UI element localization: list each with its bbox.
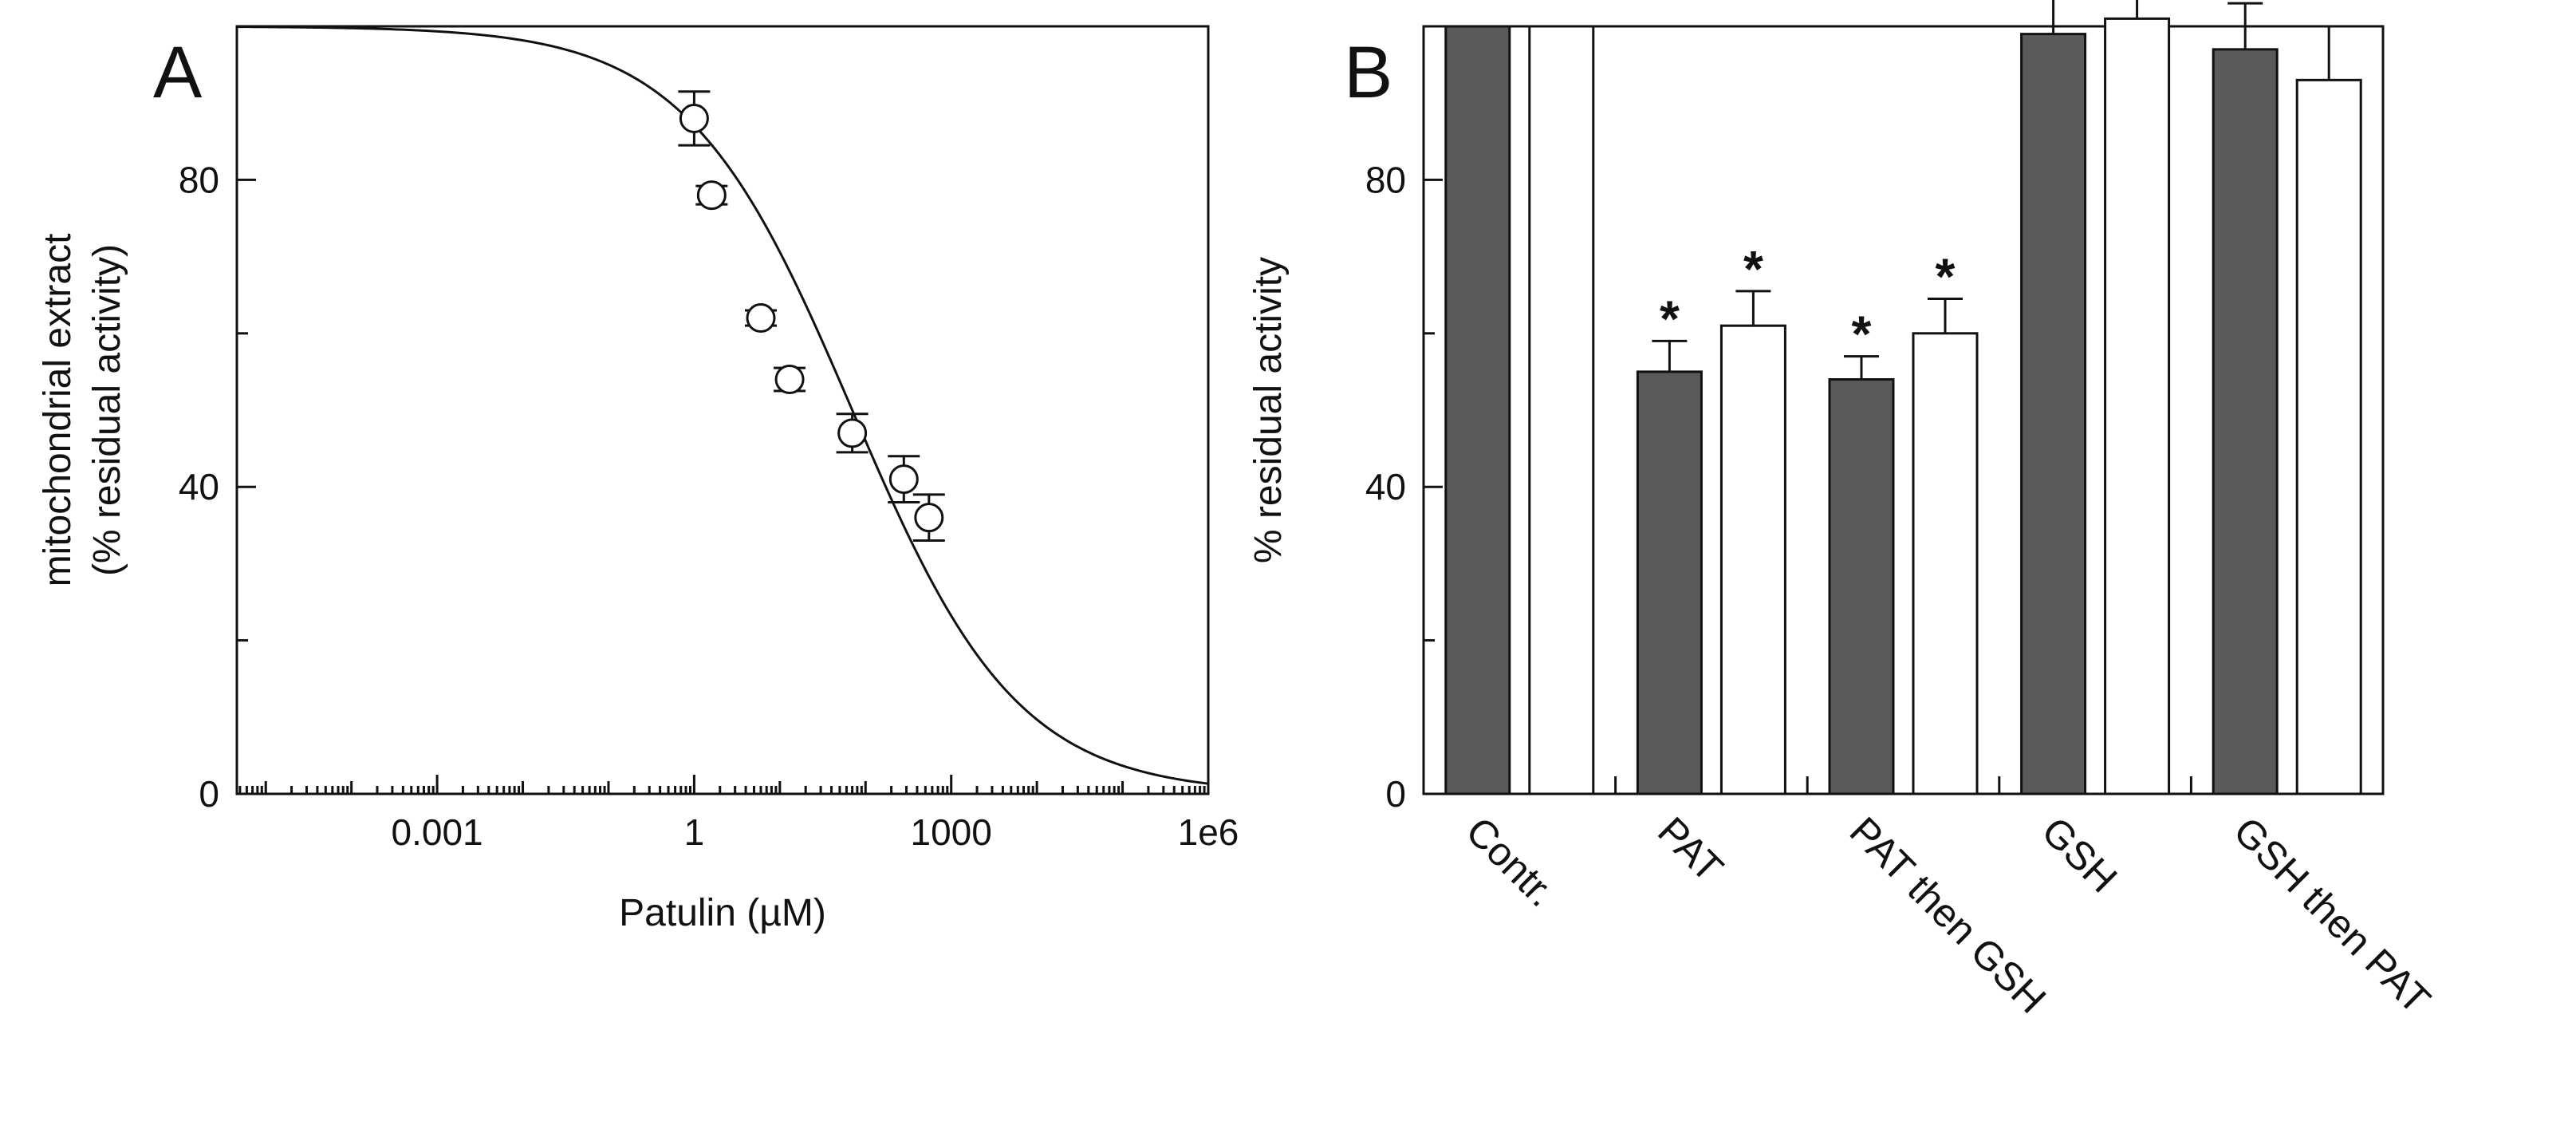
category-label: PAT [1649,808,1731,890]
bar [2295,78,2362,795]
panel-b-bars: * * * * [1444,0,2362,795]
panel-b-y-ticks: 0 40 80 [1365,25,1443,815]
significance-star: * [1852,306,1872,363]
significance-star: * [1660,290,1680,347]
category-label: GSH then PAT [2225,808,2439,1022]
point-marker [888,464,919,495]
data-point [774,365,806,395]
panel-a: A 0.001 1 1000 1e6 0 40 80 Patulin (µM) mitoc… [37,25,1239,934]
bar-group [1528,25,1595,795]
point-marker [696,180,727,211]
data-point [744,303,777,334]
panel-a-x-axis-title: Patulin (µM) [619,892,826,934]
category-label: GSH [2033,808,2125,901]
panel-b-y-axis-title: % residual activity [1247,257,1290,563]
significance-star: * [1936,248,1956,306]
point-marker [914,503,944,533]
bar-group [2020,0,2087,795]
bar [2212,48,2279,795]
data-point [678,90,711,147]
y-tick-label: 80 [1365,159,1406,200]
data-point [695,180,728,211]
point-marker [774,365,805,395]
bar [1636,370,1703,795]
y-tick-label: 0 [199,773,219,815]
category-label: PAT then GSH [1841,808,2055,1022]
panel-b-label: B [1344,32,1392,113]
data-point [836,412,869,454]
panel-a-x-ticks: 0.001 1 1000 1e6 [238,775,1239,853]
bar [1719,324,1786,795]
panel-a-fit-curve [236,26,1209,785]
point-marker [746,303,776,334]
bar [1444,25,1511,795]
x-tick-label: 1 [684,811,705,853]
y-tick-label: 40 [1365,466,1406,507]
significance-star: * [1743,240,1763,298]
y-tick-label: 0 [1385,773,1406,815]
bar-group: * [1828,306,1895,795]
bar-group: * [1636,290,1703,795]
panel-a-y-axis-title-line2: (% residual activity) [86,244,128,576]
bar-group [2212,2,2279,795]
panel-a-frame [235,25,1210,795]
bar-group [1444,25,1511,795]
bar-group: * [1719,240,1786,795]
x-tick-label: 0.001 [392,811,483,853]
point-marker [679,103,709,133]
data-point [912,493,945,543]
point-marker [837,418,868,448]
panel-a-y-ticks: 0 40 80 [179,25,256,815]
bar [1828,378,1895,795]
x-tick-label: 1000 [911,811,992,853]
bar [2104,17,2171,795]
bar [1528,25,1595,795]
panel-a-y-axis-title-line1: mitochondrial extract [37,234,79,587]
panel-a-label: A [153,32,203,113]
panel-b-x-ticks [1614,776,2192,794]
bar-group [2104,0,2171,795]
bar [2020,33,2087,795]
category-label: Contr. [1458,808,1565,915]
y-tick-label: 80 [179,159,219,200]
bar [1912,332,1979,795]
panel-b-frame [1422,25,2385,795]
y-tick-label: 40 [179,466,219,507]
bar-group: * [1912,248,1979,795]
panel-a-points [678,90,945,543]
bar-group [2295,25,2362,795]
data-point [888,455,920,503]
x-tick-label: 1e6 [1178,811,1239,853]
